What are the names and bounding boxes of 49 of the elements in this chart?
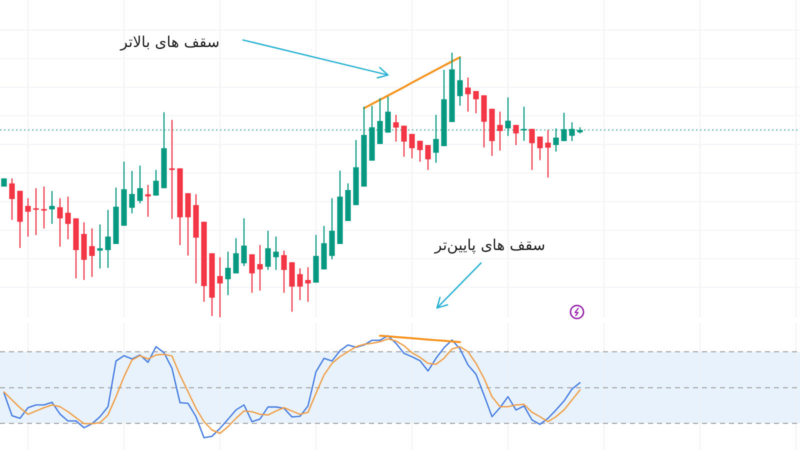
candlestick	[25, 198, 31, 238]
candlestick	[561, 112, 567, 142]
candlestick	[153, 169, 159, 196]
candlestick	[297, 268, 303, 301]
candlestick	[377, 98, 383, 145]
candlestick	[393, 114, 399, 142]
annotation: سقف های پایین‌تر	[434, 236, 546, 254]
candlestick	[553, 128, 559, 152]
candlestick	[217, 256, 223, 318]
candlestick	[89, 228, 95, 278]
candlestick	[513, 124, 519, 146]
candlestick	[273, 236, 279, 271]
candlestick	[409, 133, 415, 159]
candlestick	[433, 114, 439, 164]
candlestick	[257, 244, 263, 292]
candlestick	[225, 251, 231, 296]
candlestick	[33, 188, 39, 236]
candlestick	[129, 170, 135, 214]
candlestick	[41, 186, 47, 229]
candlestick	[137, 165, 143, 204]
candlestick	[305, 266, 311, 302]
candlestick	[465, 76, 471, 112]
candlestick	[497, 111, 503, 152]
candlestick	[281, 250, 287, 294]
candlestick	[241, 218, 247, 267]
candlestick	[425, 144, 431, 171]
candlestick	[521, 106, 527, 142]
candlestick	[57, 198, 63, 248]
candlestick	[473, 90, 479, 114]
candlestick	[65, 196, 71, 240]
candlestick	[105, 209, 111, 268]
candlestick	[385, 96, 391, 134]
candlestick	[529, 128, 535, 171]
candlestick	[505, 96, 511, 137]
candlestick	[9, 178, 15, 221]
candlestick	[249, 254, 255, 294]
candlestick	[145, 184, 151, 218]
text: سقف های بالاتر	[119, 33, 220, 51]
candlestick	[417, 140, 423, 162]
candlestick	[49, 190, 55, 224]
candlestick	[545, 129, 551, 178]
candlestick	[265, 230, 271, 271]
candlestick	[569, 122, 575, 142]
candlestick	[457, 56, 463, 106]
candlestick	[97, 224, 103, 269]
candlestick	[233, 238, 239, 274]
candlestick	[537, 136, 543, 161]
candlestick	[401, 125, 407, 158]
candlestick	[169, 119, 175, 220]
